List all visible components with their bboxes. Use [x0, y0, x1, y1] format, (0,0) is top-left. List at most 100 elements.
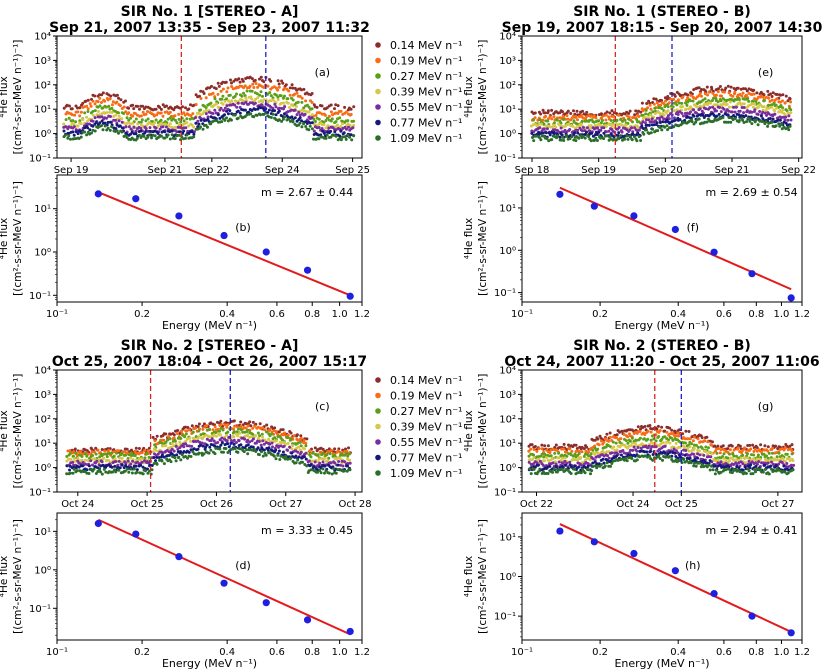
data-point: [127, 470, 131, 474]
data-point: [303, 112, 307, 116]
data-point: [99, 470, 102, 474]
data-point: [615, 118, 619, 122]
data-point: [327, 471, 331, 475]
data-point: [758, 458, 762, 461]
data-point: [213, 108, 217, 112]
data-point: [751, 105, 755, 109]
data-point: [341, 464, 345, 468]
data-point: [624, 123, 628, 127]
data-point: [140, 118, 144, 122]
data-point: [290, 451, 294, 455]
data-point: [239, 443, 243, 447]
data-point: [251, 445, 255, 449]
data-point: [754, 118, 758, 122]
data-point: [756, 123, 760, 127]
x-tick-label: Sep 22: [194, 165, 229, 176]
data-point: [592, 114, 596, 118]
data-point: [333, 130, 337, 134]
panel-label: (b): [235, 221, 251, 234]
panel-title: SIR No. 2 [STEREO - A]: [121, 338, 299, 354]
data-point: [102, 456, 106, 460]
data-point: [691, 99, 695, 103]
data-point: [153, 134, 157, 138]
data-point: [298, 440, 302, 444]
data-point: [649, 430, 653, 434]
data-point: [145, 452, 149, 455]
data-point: [85, 454, 89, 458]
data-point: [208, 445, 212, 449]
x-tick-label: 0.6: [716, 309, 732, 320]
data-point: [106, 120, 110, 124]
data-point: [684, 429, 688, 433]
data-point: [660, 128, 664, 132]
data-point: [254, 434, 258, 438]
data-point: [265, 430, 268, 434]
data-point: [753, 102, 757, 106]
data-point: [551, 470, 554, 474]
legend-entry: 0.19 MeV n⁻¹: [390, 390, 462, 403]
data-point: [223, 118, 227, 122]
data-point: [226, 423, 230, 427]
data-point: [747, 99, 751, 103]
data-point: [267, 446, 271, 450]
data-point: [78, 449, 82, 453]
data-point: [294, 454, 298, 458]
data-point: [748, 119, 752, 123]
data-point: [74, 451, 78, 455]
data-point: [304, 457, 308, 461]
data-point: [307, 459, 311, 463]
data-point: [220, 97, 224, 101]
data-point: [213, 452, 217, 456]
data-point: [762, 452, 766, 456]
data-point: [552, 467, 556, 471]
data-point: [255, 92, 259, 96]
data-point: [617, 113, 621, 117]
data-point: [585, 110, 589, 114]
data-point: [770, 103, 774, 107]
data-point: [731, 94, 735, 98]
data-point: [677, 101, 681, 105]
data-point: [296, 438, 300, 442]
data-point: [207, 451, 211, 455]
data-point: [766, 456, 770, 460]
data-point: [328, 452, 332, 456]
series-2: [532, 96, 793, 126]
data-point: [296, 100, 300, 104]
data-point: [216, 81, 220, 85]
data-point: [206, 86, 210, 90]
data-point: [574, 443, 578, 447]
data-point: [254, 450, 258, 453]
data-point: [585, 130, 588, 134]
data-point: [185, 429, 189, 433]
data-point: [706, 93, 709, 97]
data-point: [74, 130, 78, 134]
data-point: [262, 442, 266, 446]
data-point: [291, 444, 295, 448]
data-point: [694, 464, 698, 468]
data-point: [678, 110, 682, 114]
data-point: [68, 471, 72, 475]
data-point: [244, 96, 248, 100]
data-point: [582, 447, 586, 451]
data-point: [777, 462, 781, 466]
data-point: [118, 104, 122, 108]
data-point: [158, 105, 162, 109]
data-point: [710, 99, 714, 103]
data-point: [253, 101, 257, 105]
data-point: [290, 83, 294, 87]
data-point: [648, 424, 652, 427]
data-point: [94, 121, 98, 124]
data-point: [640, 124, 644, 128]
data-point: [602, 126, 606, 130]
spectrum-point: [346, 627, 354, 636]
data-point: [134, 464, 138, 468]
data-point: [633, 441, 637, 445]
data-point: [775, 97, 779, 101]
data-point: [710, 464, 713, 468]
data-point: [594, 136, 598, 140]
data-point: [254, 97, 257, 101]
data-point: [654, 439, 658, 443]
data-point: [753, 97, 757, 101]
